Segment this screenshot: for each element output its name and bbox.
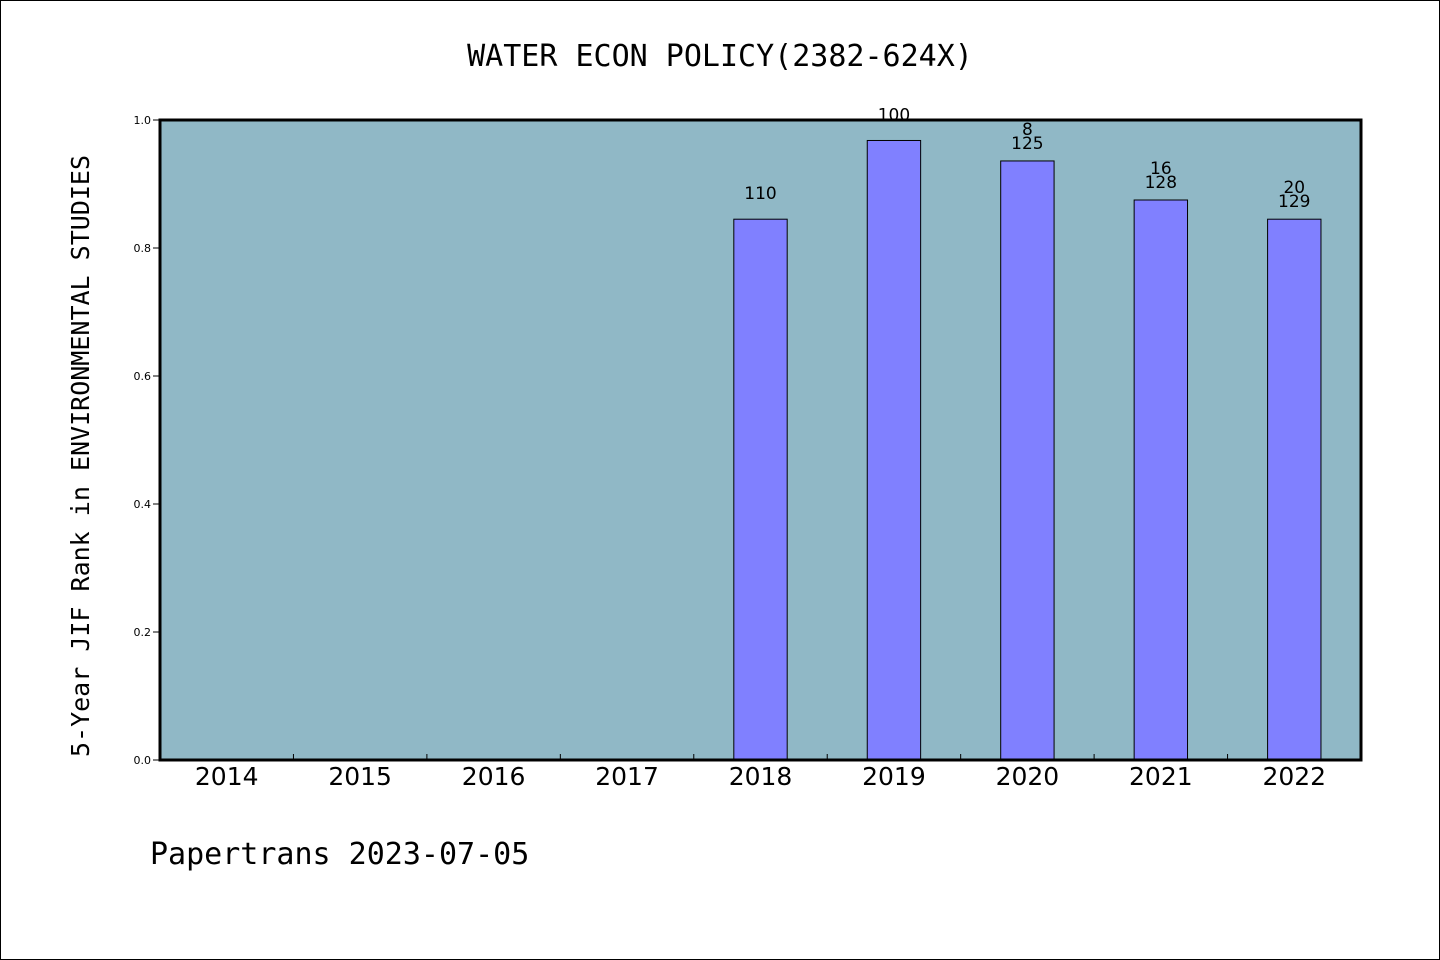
bar-rank-label: 20 bbox=[1283, 178, 1305, 198]
y-axis-label: 5-Year JIF Rank in ENVIRONMENTAL STUDIES bbox=[66, 155, 95, 757]
chart-title: WATER ECON POLICY(2382-624X) bbox=[467, 39, 973, 74]
bar-2021 bbox=[1133, 199, 1189, 761]
plot-border bbox=[158, 118, 1363, 762]
x-tick-label: 2015 bbox=[328, 762, 392, 791]
footer-credit: Papertrans 2023-07-05 bbox=[150, 837, 529, 872]
y-tick-label: 0.6 bbox=[134, 370, 152, 383]
bar-total-label: 129 bbox=[1278, 192, 1310, 212]
bar-2022 bbox=[1267, 218, 1322, 761]
y-tick-label: 1.0 bbox=[134, 114, 152, 127]
x-tick-label: 2019 bbox=[862, 762, 926, 791]
x-tick-label: 2022 bbox=[1262, 762, 1326, 791]
bar-total-label: 110 bbox=[744, 184, 776, 204]
bar-rank-label: 16 bbox=[1150, 159, 1172, 179]
bars-group bbox=[733, 139, 1322, 761]
x-tick-label: 2021 bbox=[1129, 762, 1193, 791]
x-tick-label: 2017 bbox=[595, 762, 659, 791]
x-tick-label: 2020 bbox=[996, 762, 1060, 791]
bar-2018 bbox=[733, 218, 788, 761]
y-tick-label: 0.4 bbox=[134, 498, 152, 511]
bar-2020 bbox=[1000, 160, 1055, 761]
x-tick-label: 2014 bbox=[195, 762, 259, 791]
bar-total-label: 100 bbox=[878, 105, 910, 125]
bar-total-label: 128 bbox=[1145, 173, 1177, 193]
y-axis-ticks: 0.0 0.2 0.4 0.6 0.8 1.0 bbox=[134, 114, 160, 767]
y-tick-label: 0.2 bbox=[134, 626, 152, 639]
x-tick-label: 2018 bbox=[729, 762, 793, 791]
bar-total-label: 125 bbox=[1011, 134, 1043, 154]
bar-rank-label: 8 bbox=[1022, 120, 1033, 140]
bar-2019 bbox=[866, 139, 922, 761]
y-tick-label: 0.0 bbox=[134, 754, 152, 767]
x-axis-ticks: 2014 2015 2016 2017 2018 2019 2020 2021 2022 bbox=[195, 754, 1326, 791]
x-tick-label: 2016 bbox=[462, 762, 526, 791]
y-tick-label: 0.8 bbox=[134, 242, 152, 255]
